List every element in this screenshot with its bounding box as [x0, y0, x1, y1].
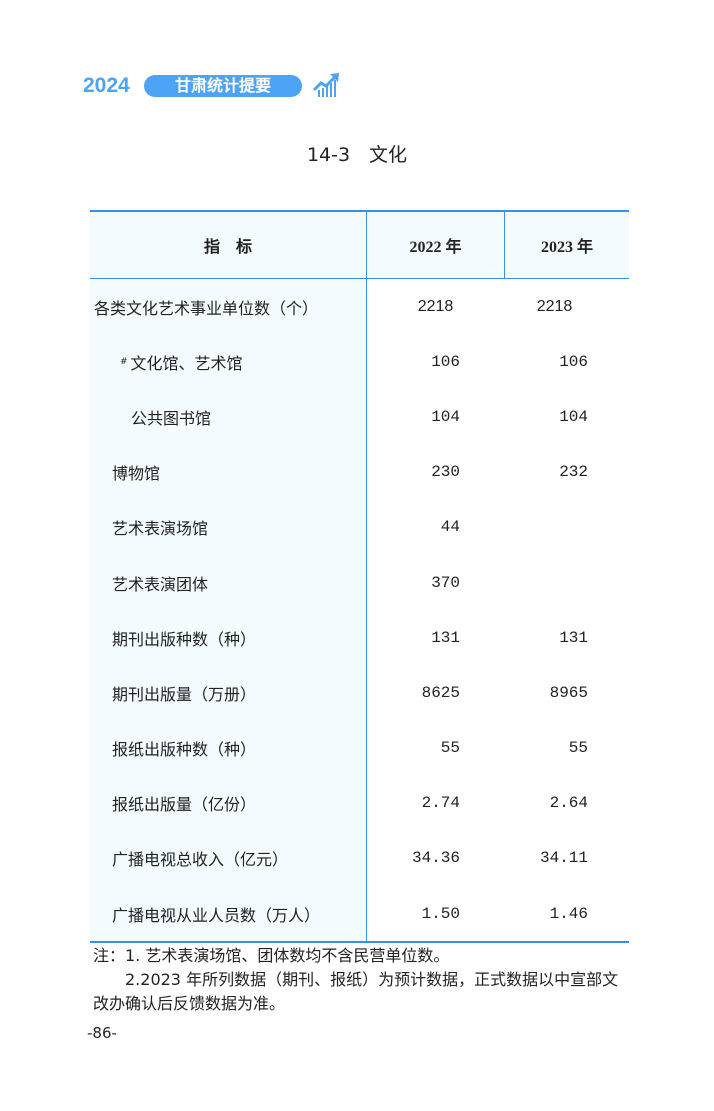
- row-label: 广播电视从业人员数（万人）: [90, 886, 367, 942]
- note-1: 注：1. 艺术表演场馆、团体数均不含民营单位数。: [93, 946, 450, 965]
- row-label: 期刊出版量（万册）: [90, 665, 367, 721]
- table-row: 期刊出版种数（种） 131 131: [90, 610, 629, 666]
- row-label-text: 广播电视总收入（亿元）: [112, 850, 289, 870]
- value-2022: 104: [431, 407, 460, 426]
- row-label-text: 博物馆: [112, 464, 161, 484]
- value-2023: 2218: [536, 297, 573, 315]
- row-label: 艺术表演团体: [90, 554, 367, 611]
- book-year: 2024: [83, 74, 130, 97]
- table-row: 报纸出版种数（种） 55 55: [90, 720, 629, 776]
- footnotes: 注：1. 艺术表演场馆、团体数均不含民营单位数。 2.2023 年所列数据（期刊…: [93, 944, 633, 1016]
- value-2023: 1.46: [549, 904, 588, 923]
- value-2022: 8625: [421, 683, 460, 702]
- row-label-text: 报纸出版种数（种）: [112, 740, 257, 760]
- value-2023: 106: [559, 352, 588, 371]
- row-label-text: 各类文化艺术事业单位数（个）: [94, 298, 319, 318]
- row-label-text: 广播电视从业人员数（万人）: [112, 905, 321, 925]
- book-title-badge: 甘肃统计提要: [144, 75, 302, 97]
- row-label: 报纸出版量（亿份）: [90, 775, 367, 831]
- page-number: -86-: [87, 1024, 117, 1042]
- table-row: 博物馆 230 232: [90, 444, 629, 500]
- table-row: 公共图书馆 104 104: [90, 389, 629, 445]
- row-label-text: 艺术表演场馆: [112, 519, 209, 539]
- note-2: 2.2023 年所列数据（期刊、报纸）为预计数据，正式数据以中宣部文改办确认后反…: [93, 970, 619, 1013]
- chart-trend-up-icon: [312, 73, 339, 97]
- data-table: 指 标 2022 年 2023 年 各类文化艺术事业单位数（个） 2218 2218…: [90, 210, 629, 944]
- row-label-text: 艺术表演团体: [112, 574, 209, 594]
- value-2022: 44: [440, 518, 460, 537]
- row-label: 报纸出版种数（种）: [90, 720, 367, 776]
- column-header: 2023 年: [540, 239, 593, 256]
- value-2022: 55: [440, 739, 460, 758]
- value-2022: 106: [431, 352, 460, 371]
- row-label: 艺术表演场馆: [90, 499, 367, 555]
- value-2022: 131: [431, 628, 460, 647]
- value-2022: 2.74: [421, 794, 460, 813]
- value-2023: 2.64: [549, 794, 588, 813]
- value-2023: 131: [559, 628, 588, 647]
- value-2023: 104: [559, 407, 588, 426]
- table-row: 各类文化艺术事业单位数（个） 2218 2218: [90, 279, 629, 335]
- value-2022: 34.36: [411, 849, 460, 868]
- value-2022: 2218: [417, 297, 454, 315]
- table-row: 艺术表演场馆 44: [90, 499, 629, 555]
- table-row: 报纸出版量（亿份） 2.74 2.64: [90, 775, 629, 831]
- page-title: 14-3 文化: [306, 144, 408, 166]
- row-label: 各类文化艺术事业单位数（个）: [90, 279, 367, 335]
- value-2023: [504, 555, 629, 610]
- value-2023: [504, 500, 629, 555]
- table-row: # 文化馆、艺术馆 106 106: [90, 334, 629, 390]
- row-label: 博物馆: [90, 444, 367, 500]
- table-row: 期刊出版量（万册） 8625 8965: [90, 665, 629, 721]
- row-label: 广播电视总收入（亿元）: [90, 830, 367, 887]
- row-label-text: 报纸出版量（亿份）: [112, 795, 257, 815]
- row-label: # 文化馆、艺术馆: [90, 334, 367, 390]
- table-row: 艺术表演团体 370: [90, 554, 629, 611]
- table-row: 广播电视从业人员数（万人） 1.50 1.46: [90, 886, 629, 942]
- table-header: 指 标 2022 年 2023 年: [90, 212, 629, 279]
- row-label-text: 期刊出版量（万册）: [112, 684, 257, 704]
- value-2023: 8965: [549, 683, 588, 702]
- row-label: 期刊出版种数（种）: [90, 610, 367, 666]
- row-label-text: 公共图书馆: [131, 408, 212, 428]
- row-label-text: 文化馆、艺术馆: [130, 353, 243, 373]
- row-label-text: 期刊出版种数（种）: [112, 629, 257, 649]
- value-2022: 1.50: [421, 904, 460, 923]
- table-row: 广播电视总收入（亿元） 34.36 34.11: [90, 830, 629, 887]
- value-2022: 370: [431, 573, 460, 592]
- value-2023: 55: [568, 739, 588, 758]
- value-2022: 230: [431, 463, 460, 482]
- row-label: 公共图书馆: [90, 389, 367, 445]
- row-mark: #: [120, 356, 128, 367]
- value-2023: 34.11: [539, 849, 588, 868]
- column-header: 指 标: [90, 212, 367, 278]
- value-2023: 232: [559, 463, 588, 482]
- column-header: 2022 年: [367, 212, 505, 278]
